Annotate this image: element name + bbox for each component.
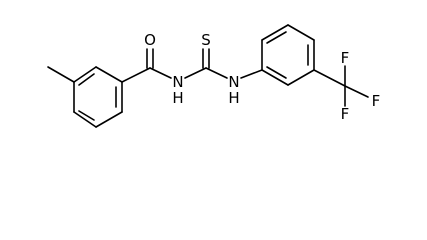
atom-label: F [341,105,350,123]
bonds [47,24,369,128]
atom-labels: O N H S N H F F F [144,31,380,123]
atom-label: H [172,89,183,107]
structure-diagram: O N H S N H F F F [47,24,380,128]
atom-label: F [372,92,381,110]
atom-label: N [172,73,183,91]
atom-label: H [228,89,239,107]
atom-label: S [201,31,211,49]
atom-label: O [144,31,156,49]
atom-label: N [228,73,239,91]
atom-label: F [341,49,350,67]
